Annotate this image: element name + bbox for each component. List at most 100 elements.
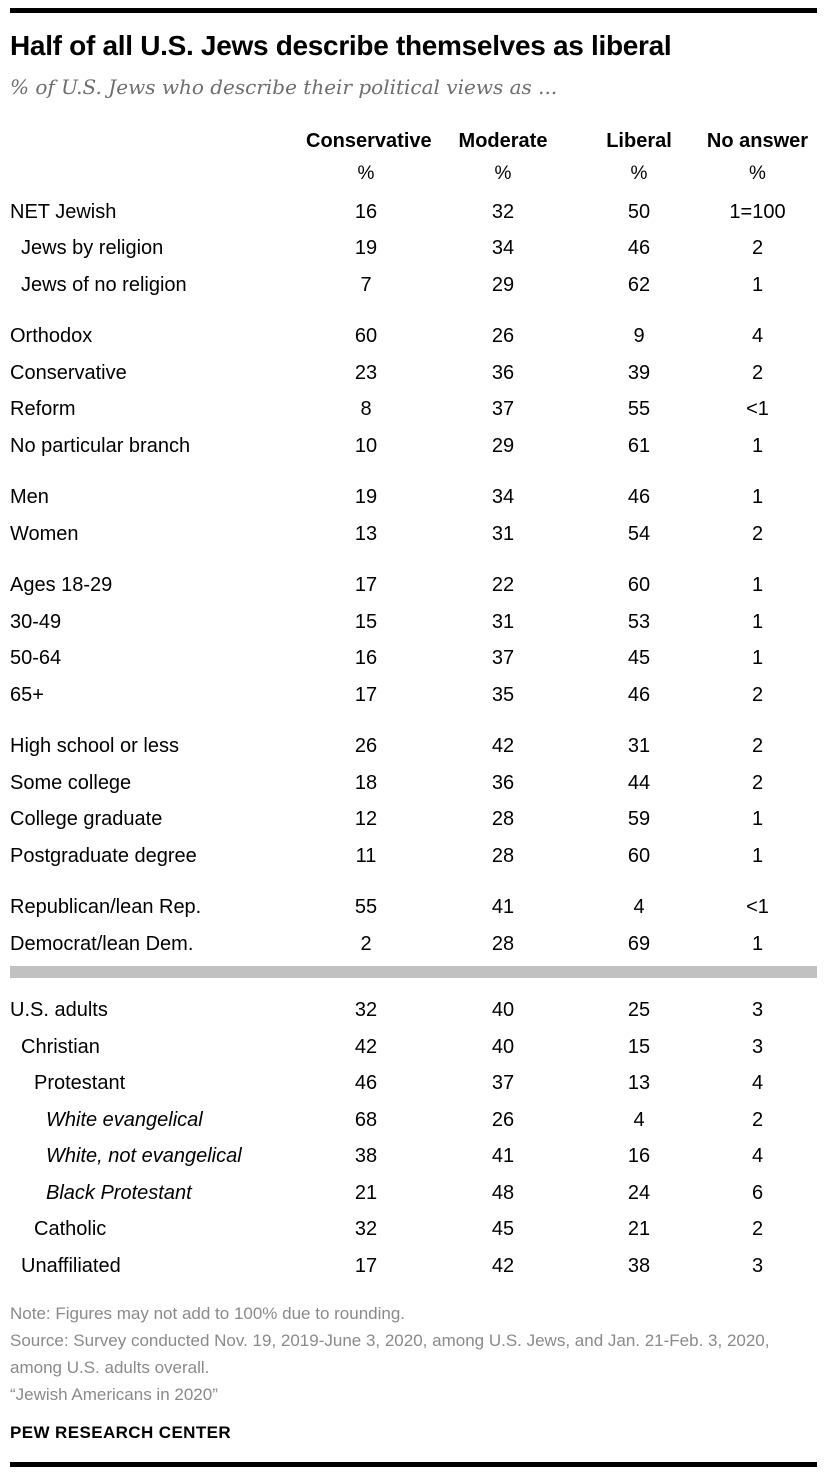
cell-value: 16 xyxy=(627,1145,651,1168)
cell-value: 4 xyxy=(751,325,764,348)
cell-value: 1 xyxy=(751,434,764,457)
cell-value: 25 xyxy=(627,999,651,1022)
row-label: Jews of no religion xyxy=(21,273,187,296)
cell-value: 26 xyxy=(491,325,515,348)
column-header-moderate: Moderate xyxy=(458,130,548,152)
cell-value: 68 xyxy=(354,1108,378,1131)
cell-value: 4 xyxy=(633,896,645,919)
table-row: High school or less 26 42 31 2 xyxy=(10,729,817,766)
cell-value: 23 xyxy=(354,361,378,384)
table-row: Christian 42 40 15 3 xyxy=(10,1029,817,1066)
cell-value: 1 xyxy=(751,932,764,955)
top-rule xyxy=(10,8,817,13)
cell-value: 46 xyxy=(627,237,651,260)
cell-value: 2 xyxy=(751,237,764,260)
table-row: Unaffiliated 17 42 38 3 xyxy=(10,1248,817,1285)
cell-value: 12 xyxy=(354,808,378,831)
cell-value: 17 xyxy=(354,574,378,597)
cell-value: 60 xyxy=(627,844,651,867)
table-group: Republican/lean Rep. 55 41 4 <1 Democrat/lean… xyxy=(10,890,817,963)
cell-value: 26 xyxy=(491,1108,515,1131)
cell-value: 22 xyxy=(491,574,515,597)
cell-value: 36 xyxy=(491,361,515,384)
row-label: Women xyxy=(10,522,79,545)
cell-value: 17 xyxy=(354,683,378,706)
table-row: Reform 8 37 55 <1 xyxy=(10,392,817,429)
cell-value: 18 xyxy=(354,771,378,794)
table-row: Conservative 23 36 39 2 xyxy=(10,355,817,392)
cell-value: 9 xyxy=(633,325,645,348)
cell-value: 2 xyxy=(751,771,764,794)
table-group: Men 19 34 46 1 Women 13 31 54 2 xyxy=(10,480,817,553)
row-label: College graduate xyxy=(10,808,163,831)
row-label: Black Protestant xyxy=(46,1181,192,1204)
cell-value: 15 xyxy=(627,1035,651,1058)
percent-unit-row: % % % % xyxy=(10,163,817,185)
percent-symbol: % xyxy=(630,163,648,184)
row-label: Men xyxy=(10,486,49,509)
table-row: Jews of no religion 7 29 62 1 xyxy=(10,267,817,304)
cell-value: 34 xyxy=(491,486,515,509)
cell-value: 60 xyxy=(627,574,651,597)
row-label: NET Jewish xyxy=(10,200,117,223)
cell-value: 3 xyxy=(751,1035,764,1058)
percent-symbol: % xyxy=(749,163,766,184)
cell-value: 46 xyxy=(627,683,651,706)
table-group: High school or less 26 42 31 2 Some college 18… xyxy=(10,729,817,875)
cell-value: 41 xyxy=(491,1145,515,1168)
cell-value: 28 xyxy=(491,808,515,831)
table-row: NET Jewish 16 32 50 1=100 xyxy=(10,194,817,231)
table-group: Ages 18-29 17 22 60 1 30-49 15 31 53 1 50-64 16 37 45… xyxy=(10,568,817,714)
cell-value: 10 xyxy=(354,434,378,457)
row-label: Ages 18-29 xyxy=(10,574,113,597)
table-row: Postgraduate degree 11 28 60 1 xyxy=(10,838,817,875)
table-row: No particular branch 10 29 61 1 xyxy=(10,428,817,465)
page-title: Half of all U.S. Jews describe themselve… xyxy=(10,30,672,61)
cell-value: 46 xyxy=(627,486,651,509)
cell-value: 41 xyxy=(491,896,515,919)
cell-value: 1 xyxy=(751,486,764,509)
cell-value: 1 xyxy=(751,844,764,867)
column-header-no-answer: No answer xyxy=(706,130,809,152)
cell-value: 4 xyxy=(751,1145,764,1168)
row-label: No particular branch xyxy=(10,434,191,457)
table-row: Catholic 32 45 21 2 xyxy=(10,1212,817,1249)
table-row: Some college 18 36 44 2 xyxy=(10,765,817,802)
row-label: 50-64 xyxy=(10,647,62,670)
cell-value: 7 xyxy=(360,273,372,296)
cell-value: 61 xyxy=(627,434,651,457)
cell-value: 45 xyxy=(627,647,651,670)
percent-symbol: % xyxy=(494,163,512,184)
cell-value: 53 xyxy=(627,610,651,633)
cell-value: 1 xyxy=(751,273,764,296)
row-label: Reform xyxy=(10,398,76,421)
cell-value: 38 xyxy=(354,1145,378,1168)
cell-value: 42 xyxy=(491,1254,515,1277)
cell-value: 3 xyxy=(751,999,764,1022)
row-label: White evangelical xyxy=(46,1108,203,1131)
cell-value: 4 xyxy=(751,1072,764,1095)
cell-value: 40 xyxy=(491,1035,515,1058)
row-label: 30-49 xyxy=(10,610,62,633)
cell-value: 2 xyxy=(751,735,764,758)
row-label: 65+ xyxy=(10,683,44,706)
cell-value: 28 xyxy=(491,844,515,867)
cell-value: 1 xyxy=(751,808,764,831)
cell-value: 39 xyxy=(627,361,651,384)
row-label: Protestant xyxy=(34,1072,126,1095)
cell-value: 55 xyxy=(627,398,651,421)
row-label: Democrat/lean Dem. xyxy=(10,932,194,955)
cell-value: 29 xyxy=(491,434,515,457)
cell-value: 62 xyxy=(627,273,651,296)
footer-report-title: “Jewish Americans in 2020” xyxy=(10,1384,218,1404)
table-row: 30-49 15 31 53 1 xyxy=(10,604,817,641)
footer-source: Source: Survey conducted Nov. 19, 2019-J… xyxy=(10,1330,770,1377)
cell-value: 28 xyxy=(491,932,515,955)
section-divider xyxy=(10,965,817,978)
footer-note: Note: Figures may not add to 100% due to… xyxy=(10,1303,406,1323)
cell-value: 2 xyxy=(751,683,764,706)
cell-value: 34 xyxy=(491,237,515,260)
row-label: Unaffiliated xyxy=(21,1254,121,1277)
cell-value: 1 xyxy=(751,610,764,633)
cell-value: <1 xyxy=(746,398,769,421)
